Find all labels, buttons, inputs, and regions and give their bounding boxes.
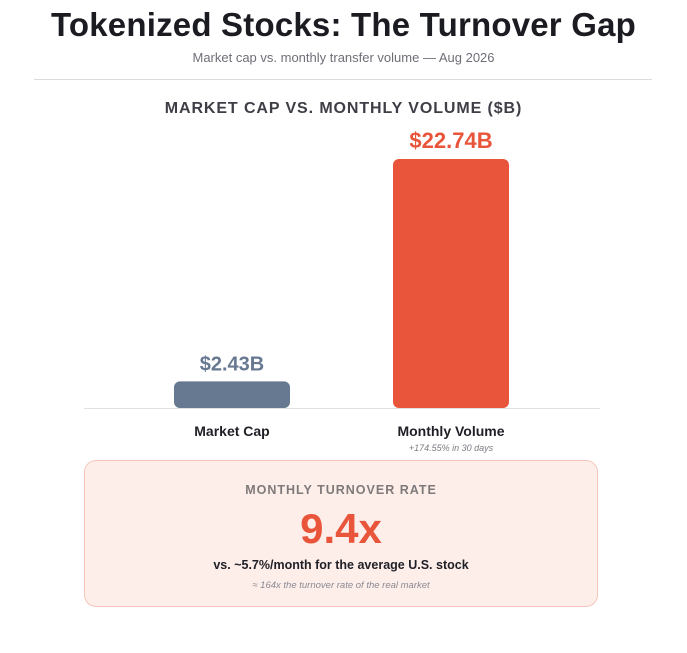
turnover-card: MONTHLY TURNOVER RATE 9.4x vs. ~5.7%/mon…: [84, 460, 598, 607]
category-note-monthly-volume: +174.55% in 30 days: [409, 443, 494, 453]
bar-chart: $2.43B Market Cap $22.74B Monthly Volume +17…: [84, 128, 600, 453]
data-label-market-cap: $2.43B: [200, 353, 265, 375]
category-label-monthly-volume: Monthly Volume: [397, 423, 504, 439]
turnover-note: ≈ 164x the turnover rate of the real mar…: [252, 580, 430, 591]
category-label-market-cap: Market Cap: [194, 423, 269, 439]
turnover-label: MONTHLY TURNOVER RATE: [245, 483, 437, 497]
header-divider: [34, 79, 652, 80]
bar-monthly-volume: [393, 159, 509, 408]
chart-title: MARKET CAP VS. MONTHLY VOLUME ($B): [164, 100, 523, 117]
data-label-monthly-volume: $22.74B: [409, 128, 492, 153]
turnover-comparison: vs. ~5.7%/month for the average U.S. sto…: [213, 558, 469, 572]
turnover-value: 9.4x: [300, 505, 382, 552]
bar-market-cap: [174, 381, 290, 408]
page-subtitle: Market cap vs. monthly transfer volume —…: [192, 50, 495, 65]
page-title: Tokenized Stocks: The Turnover Gap: [50, 6, 636, 43]
